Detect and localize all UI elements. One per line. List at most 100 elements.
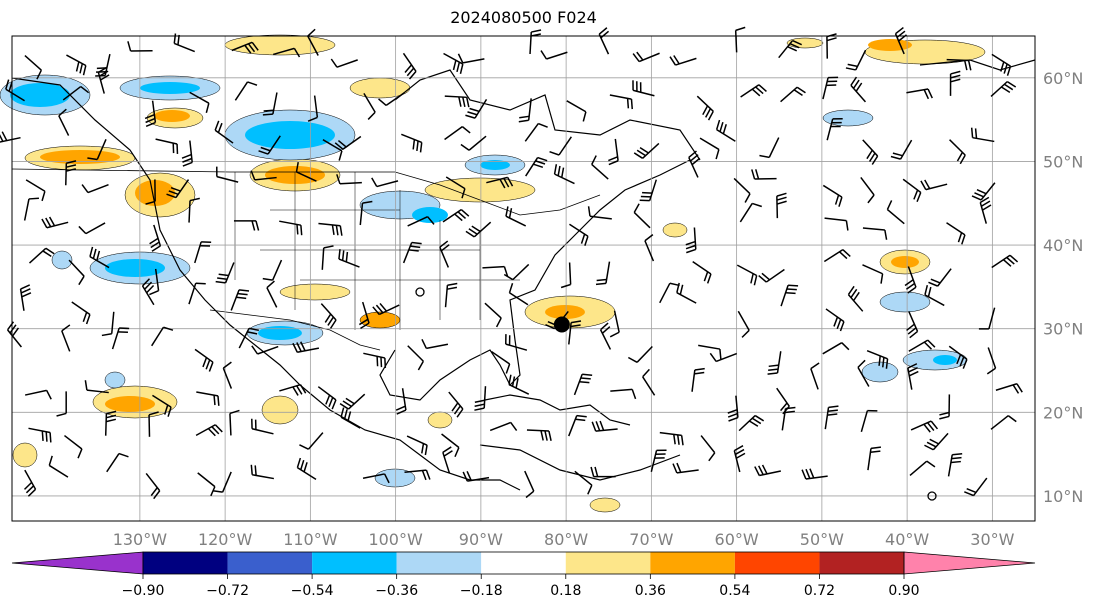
- wind-barb: [822, 342, 850, 355]
- wind-barb: [231, 41, 259, 54]
- wind-barb: [525, 156, 548, 177]
- wind-barb: [505, 334, 528, 351]
- wind-barb: [474, 386, 487, 411]
- wind-barb: [633, 203, 651, 229]
- wind-barbs: [0, 26, 1023, 500]
- wind-barb: [568, 320, 582, 345]
- wind-barb: [166, 179, 190, 199]
- wind-barb: [860, 409, 878, 433]
- wind-barb: [910, 420, 939, 433]
- latitude-label: 50°N: [1043, 152, 1083, 171]
- wind-barb: [991, 53, 1012, 76]
- wind-barb: [928, 268, 952, 287]
- wind-barb: [407, 345, 425, 371]
- wind-barb: [460, 135, 487, 151]
- wind-barb: [627, 345, 653, 363]
- longitude-label: 100°W: [368, 530, 423, 549]
- wind-barb: [443, 52, 464, 74]
- wind-barb: [194, 241, 212, 264]
- coastline-gulf-atlantic: [379, 159, 691, 401]
- wind-barb: [971, 182, 996, 201]
- latitude-label: 60°N: [1043, 69, 1083, 88]
- shade-warm: [786, 37, 824, 49]
- map-frame: [11, 35, 1036, 522]
- wind-barb: [608, 138, 619, 166]
- wind-barb: [909, 460, 936, 477]
- shade-cool: [245, 121, 335, 149]
- wind-barb: [633, 142, 660, 159]
- wind-barb: [700, 435, 716, 462]
- wind-barb: [688, 150, 701, 178]
- colorbar-tick-label: 0.18: [550, 583, 581, 599]
- wind-barb: [482, 265, 509, 277]
- wind-barb: [780, 86, 806, 103]
- shade-cool: [105, 259, 165, 277]
- wind-barb: [733, 177, 751, 203]
- wind-barb: [508, 283, 529, 306]
- shade-cool: [879, 291, 931, 313]
- colorbar-extend-low: [11, 551, 144, 575]
- wind-barb: [669, 55, 697, 66]
- wind-barb: [307, 95, 319, 122]
- shade-warm: [105, 396, 155, 412]
- wind-barb: [214, 120, 234, 144]
- wind-barb: [758, 268, 785, 283]
- wind-barb: [890, 139, 913, 160]
- wind-barb: [866, 350, 889, 369]
- calm-circle: [415, 287, 425, 297]
- wind-barb: [262, 92, 278, 116]
- wind-barb: [924, 284, 945, 307]
- shade-cool: [10, 83, 70, 107]
- shade-cool: [140, 82, 200, 94]
- wind-barb: [195, 424, 223, 437]
- wind-barb: [48, 455, 69, 478]
- shade-warm: [279, 283, 351, 301]
- wind-barb: [970, 127, 995, 143]
- shaded-regions: [0, 34, 986, 513]
- wind-barb: [307, 28, 319, 56]
- wind-barb: [97, 66, 110, 94]
- wind-barb: [692, 260, 712, 284]
- wind-barb: [465, 98, 488, 119]
- wind-barb: [727, 395, 739, 422]
- wind-barb: [886, 200, 905, 225]
- colorbar-tick-label: 0.72: [804, 583, 835, 599]
- wind-barb: [908, 339, 936, 352]
- wind-barb: [444, 95, 470, 108]
- wind-barb: [574, 470, 593, 495]
- wind-barb: [216, 166, 239, 183]
- wind-barb: [642, 368, 656, 396]
- longitude-labels: 130°W 120°W 110°W 100°W 90°W 80°W 70°W 60°W 50°W…: [113, 530, 1015, 549]
- shade-warm: [662, 222, 688, 238]
- wind-barb: [862, 139, 879, 165]
- wind-barb: [699, 137, 720, 160]
- wind-barb: [395, 388, 407, 415]
- wind-barb: [978, 307, 996, 330]
- coastlines: [11, 59, 1036, 491]
- wind-barb: [825, 308, 845, 332]
- longitude-label: 30°W: [970, 530, 1014, 549]
- colorbar-segment: [650, 552, 735, 574]
- wind-barb: [441, 433, 460, 458]
- wind-barb: [196, 391, 220, 406]
- wind-barb: [336, 174, 362, 185]
- wind-barb: [569, 223, 589, 247]
- wind-barb: [23, 469, 37, 497]
- shade-cool: [861, 361, 899, 383]
- shade-cool: [933, 355, 957, 365]
- wind-barb: [339, 393, 366, 410]
- shade-warm: [40, 150, 120, 164]
- wind-barb: [734, 26, 746, 53]
- wind-barb: [292, 341, 320, 353]
- colorbar-tick-label: −0.18: [460, 583, 503, 599]
- calm-circle: [927, 491, 937, 501]
- wind-barb: [71, 301, 91, 325]
- wind-barb: [442, 446, 453, 474]
- colorbar-segment: [734, 552, 820, 574]
- wind-barb: [672, 462, 699, 474]
- wind-barb: [906, 310, 919, 339]
- wind-barb: [573, 373, 593, 396]
- wind-barb: [920, 179, 948, 191]
- wind-barb: [258, 135, 281, 155]
- wind-barb: [847, 285, 864, 312]
